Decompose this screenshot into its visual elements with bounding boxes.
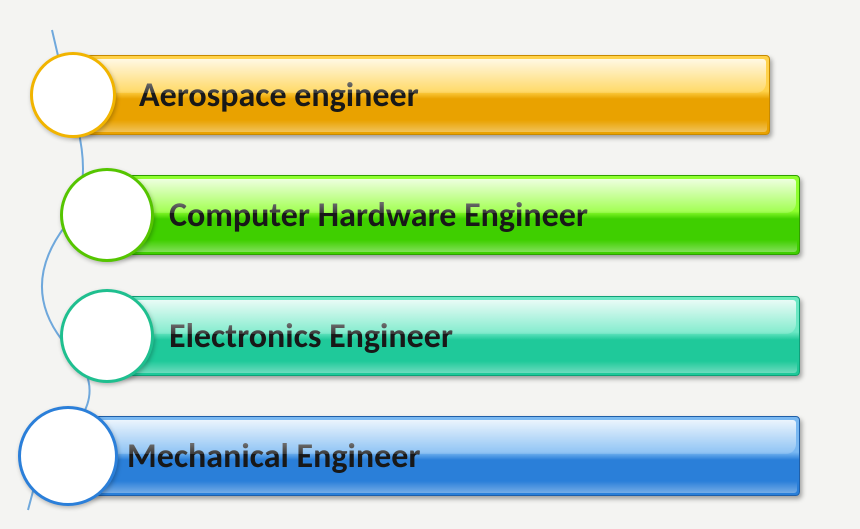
item-circle — [60, 289, 154, 383]
item-bar: Mechanical Engineer — [58, 416, 800, 496]
item-label: Aerospace engineer — [139, 75, 419, 116]
item-circle — [18, 406, 118, 506]
engineer-list-diagram: Aerospace engineer Computer Hardware Eng… — [0, 0, 860, 529]
item-label: Computer Hardware Engineer — [169, 195, 588, 236]
item-label: Mechanical Engineer — [127, 436, 420, 477]
item-bar: Computer Hardware Engineer — [100, 175, 800, 255]
item-bar: Aerospace engineer — [70, 55, 770, 135]
item-circle — [30, 52, 116, 138]
item-circle — [60, 168, 154, 262]
item-label: Electronics Engineer — [169, 316, 453, 357]
item-bar: Electronics Engineer — [100, 296, 800, 376]
